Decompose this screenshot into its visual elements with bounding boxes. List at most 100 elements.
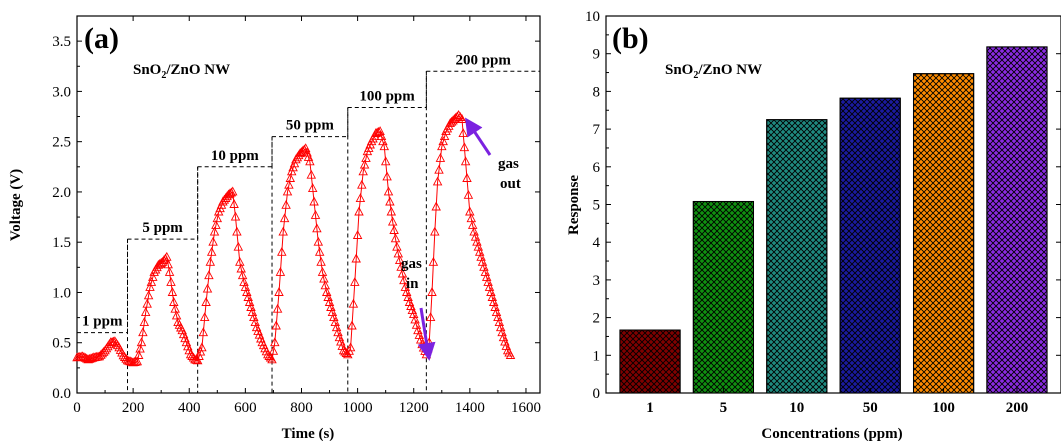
data-point-marker: [307, 183, 318, 193]
data-point-marker: [164, 266, 175, 276]
data-point-marker: [270, 337, 280, 347]
data-point-marker: [312, 223, 322, 233]
data-point-marker: [390, 233, 401, 243]
data-point-marker: [305, 156, 315, 166]
data-point-marker: [96, 349, 106, 359]
data-point-marker: [274, 287, 284, 296]
data-point-marker: [393, 248, 404, 258]
data-point-marker: [223, 189, 234, 199]
data-point-marker: [163, 259, 173, 269]
data-point-marker: [310, 209, 321, 219]
data-point-marker: [359, 159, 370, 169]
data-point-marker: [313, 236, 324, 246]
data-point-marker: [317, 266, 328, 276]
data-point-marker: [237, 270, 248, 280]
y-axis-label: Response: [566, 175, 582, 235]
data-point-marker: [230, 211, 241, 221]
data-point-marker: [251, 322, 262, 332]
data-point-marker: [201, 297, 211, 306]
gas-out-arrow: [465, 117, 492, 156]
y-tick-label: 3: [593, 273, 601, 289]
data-point-marker: [125, 356, 136, 366]
y-tick-label: 4: [593, 235, 601, 251]
x-tick-label: 600: [234, 400, 257, 416]
data-point-marker: [399, 275, 409, 285]
data-point-marker: [148, 271, 158, 281]
data-point-marker: [320, 280, 331, 290]
gas-out-annotation: gas out: [465, 117, 521, 192]
data-point-marker: [211, 219, 221, 229]
x-axis-label: Concentrations (ppm): [761, 426, 902, 441]
data-point-marker: [394, 255, 405, 265]
data-point-marker: [385, 196, 395, 206]
data-point-marker: [83, 354, 93, 364]
y-tick-label: 2.5: [52, 135, 71, 151]
data-point-marker: [208, 236, 218, 246]
data-point-marker: [279, 213, 290, 223]
x-tick-label: 50: [863, 400, 878, 416]
data-point-marker: [396, 261, 406, 271]
axis-ticks: 0 1 2 3 4 5 6 7 8 9 10: [585, 9, 1061, 402]
data-point-marker: [427, 287, 437, 296]
data-point-marker: [435, 152, 446, 162]
data-point-marker: [465, 206, 475, 216]
data-point-marker: [171, 310, 182, 320]
y-tick-label: 0: [593, 386, 601, 402]
data-point-marker: [143, 290, 154, 300]
data-point-marker: [202, 283, 213, 293]
data-point-marker: [386, 206, 397, 216]
data-point-marker: [145, 281, 155, 291]
x-tick-label: 1600: [511, 400, 541, 416]
concentration-steps: 1 ppm 5 ppm 10 ppm 50 ppm 100 ppm 200 ppm: [77, 52, 540, 393]
gas-out-label-line1: gas: [498, 156, 519, 172]
y-tick-label: 1: [593, 348, 601, 364]
data-point-marker: [284, 179, 294, 189]
bar-hatch: [912, 73, 975, 394]
bar-hatch: [986, 46, 1048, 394]
gas-out-label-line2: out: [500, 176, 521, 192]
gas-in-label-line1: gas: [401, 256, 422, 272]
data-point-marker: [94, 351, 105, 361]
y-axis-label: Voltage (V): [8, 169, 24, 241]
data-point-marker: [153, 259, 164, 269]
data-point-marker: [226, 187, 237, 197]
y-tick-label: 1.0: [52, 285, 71, 301]
y-tick-label: 1.5: [52, 235, 71, 251]
voltage-time-chart: 1 ppm 5 ppm 10 ppm 50 ppm 100 ppm 200 ppm 0 20…: [8, 15, 541, 441]
data-point-marker: [166, 276, 176, 286]
y-tick-label: 6: [593, 160, 601, 176]
data-point-marker: [187, 351, 197, 360]
data-point-marker: [285, 173, 296, 182]
data-point-marker: [455, 112, 466, 121]
y-tick-label: 0.5: [52, 336, 71, 352]
data-point-marker: [254, 329, 265, 339]
data-point-marker: [256, 333, 266, 343]
data-point-marker: [192, 355, 203, 365]
response-bar-chart: 1 5 10 50 100 200 0 1 2 3 4 5 6 7 8 9 10 (b) SnO2/ZnO N…: [566, 9, 1061, 441]
data-point-marker: [170, 303, 180, 313]
data-point-marker: [387, 216, 398, 226]
data-point-marker: [267, 354, 277, 364]
gas-in-label-line2: in: [406, 276, 419, 292]
data-point-marker: [227, 186, 238, 196]
data-point-marker: [438, 136, 448, 146]
data-point-marker: [272, 303, 283, 313]
bars: 1 5 10 50 100 200: [619, 46, 1048, 416]
data-point-marker: [314, 246, 325, 256]
x-tick-label: 1200: [399, 400, 429, 416]
data-point-marker: [358, 166, 368, 176]
y-tick-label: 2: [593, 311, 601, 327]
y-tick-label: 10: [585, 9, 600, 25]
data-point-marker: [460, 156, 471, 166]
step-level-label: 1 ppm: [82, 314, 123, 330]
data-point-marker: [341, 348, 352, 357]
data-point-marker: [282, 186, 293, 196]
x-axis-label: Time (s): [282, 426, 335, 441]
y-tick-label: 0.0: [52, 386, 71, 402]
bar-hatch: [619, 329, 681, 394]
data-point-marker: [431, 201, 441, 211]
data-point-marker: [397, 268, 408, 278]
data-point-marker: [432, 176, 443, 186]
data-point-marker: [162, 251, 172, 261]
x-tick-label: 200: [122, 400, 145, 416]
